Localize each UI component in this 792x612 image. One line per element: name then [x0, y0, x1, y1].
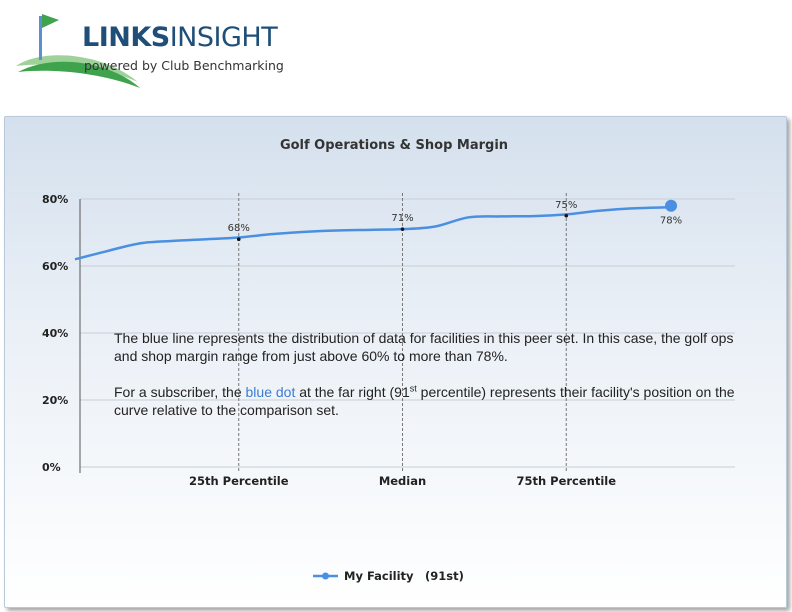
legend-percentile: (91st): [425, 569, 464, 583]
links-insight-logo: LINKSINSIGHT powered by Club Benchmarkin…: [12, 8, 292, 92]
brand-name-part2: INSIGHT: [169, 22, 278, 53]
data-label: 75%: [555, 200, 577, 211]
y-tick-label: 0%: [42, 461, 61, 474]
note-paragraph-2: For a subscriber, the blue dot at the fa…: [114, 383, 744, 419]
legend-series-name: My Facility: [344, 569, 414, 583]
series-line-my-facility: [74, 205, 672, 261]
brand-name: LINKSINSIGHT: [82, 22, 278, 53]
note-superscript: st: [409, 383, 417, 394]
x-tick-label: 75th Percentile: [516, 474, 616, 488]
data-label: 78%: [660, 216, 682, 227]
x-tick-label: 25th Percentile: [189, 474, 289, 488]
y-tick-label: 80%: [42, 193, 68, 206]
note-text: at the far right (91: [295, 384, 410, 400]
legend: My Facility (91st): [313, 569, 464, 583]
note-text: percentile) represents their facility's …: [114, 384, 735, 418]
brand-tagline: powered by Club Benchmarking: [84, 58, 284, 73]
note-text: For a subscriber, the: [114, 384, 246, 400]
my-facility-dot: [665, 199, 678, 212]
data-label: 68%: [228, 223, 250, 234]
chart-panel: [4, 116, 787, 608]
legend-marker: [322, 572, 329, 580]
x-tick-label: Median: [379, 474, 426, 488]
data-point: [236, 237, 241, 241]
chart-title: Golf Operations & Shop Margin: [280, 138, 508, 153]
y-tick-label: 60%: [42, 260, 68, 273]
golf-flag-logo-icon: [16, 14, 140, 88]
data-point: [564, 213, 569, 218]
y-axis-labels: 0% 20% 40% 60% 80%: [42, 193, 68, 474]
note-blue-dot-text: blue dot: [245, 384, 296, 400]
data-point: [400, 227, 405, 231]
data-points: 68% 71% 75% 78%: [228, 199, 682, 241]
x-axis-labels: 25th Percentile Median 75th Percentile: [189, 474, 616, 488]
y-tick-label: 20%: [42, 394, 68, 407]
brand-name-part1: LINKS: [82, 22, 170, 53]
data-label: 71%: [391, 213, 413, 224]
y-tick-label: 40%: [42, 327, 68, 340]
note-paragraph-1: The blue line represents the distributio…: [114, 330, 734, 364]
explanation-note: The blue line represents the distributio…: [114, 329, 744, 437]
